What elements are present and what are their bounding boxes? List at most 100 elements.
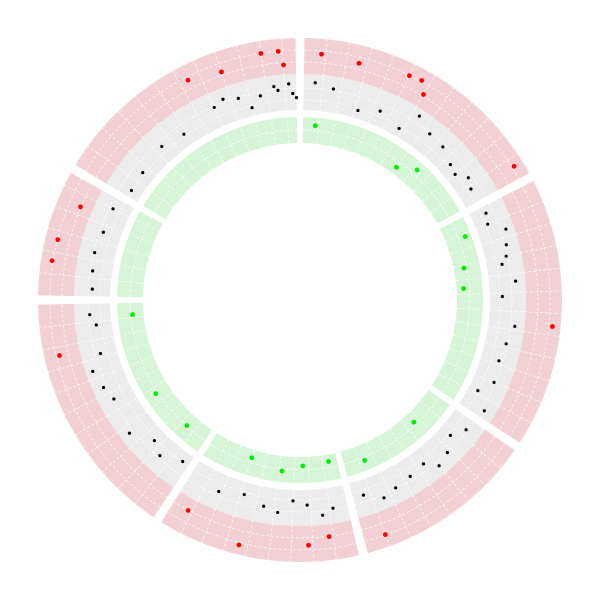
radial-gridline — [134, 96, 181, 153]
track-2-point-14 — [486, 222, 490, 226]
track-3-point-6 — [461, 286, 466, 291]
track-2-point-70 — [287, 82, 291, 86]
concentric-gridline — [467, 209, 501, 410]
radial-gridline — [240, 126, 250, 152]
radial-gridline — [438, 373, 462, 387]
radial-gridline — [410, 410, 430, 430]
track-3-point-5 — [461, 265, 467, 271]
concentric-gridline — [129, 302, 206, 442]
track-1-point-1 — [319, 51, 324, 57]
radial-gridline — [261, 453, 268, 480]
track-2-point-10 — [453, 172, 457, 176]
radial-gridline — [48, 352, 118, 373]
track-2-point-61 — [160, 144, 164, 149]
concentric-gridline — [129, 217, 152, 298]
track-2-point-37 — [321, 513, 325, 517]
track-3-point-9 — [326, 459, 331, 464]
track-2-point-46 — [152, 439, 157, 443]
sector-5-outer-band — [38, 303, 174, 518]
radial-gridline — [117, 316, 144, 320]
track-1-point-21 — [281, 62, 286, 68]
track-1-point-7 — [550, 324, 555, 329]
track-2-point-36 — [331, 506, 335, 510]
track-3-point-14 — [153, 391, 159, 397]
radial-gridline — [389, 428, 406, 451]
track-2-point-15 — [504, 227, 508, 231]
track-2-point-1 — [313, 81, 317, 85]
sector-1-inner-band — [302, 117, 461, 224]
radial-gridline — [455, 277, 482, 282]
track-2-point-69 — [276, 88, 280, 92]
radial-gridline — [321, 455, 326, 482]
track-2-point-21 — [513, 324, 517, 328]
radial-gridline — [400, 420, 418, 441]
radial-gridline — [223, 481, 245, 551]
concentric-gridline — [61, 184, 93, 296]
track-2-point-49 — [101, 385, 106, 390]
track-2-point-28 — [448, 433, 453, 438]
track-2-point-54 — [90, 287, 94, 291]
track-2-point-31 — [421, 462, 426, 466]
radial-gridline — [394, 464, 432, 528]
radial-gridline — [102, 127, 157, 176]
radial-gridline — [255, 122, 263, 148]
concentric-gridline — [128, 99, 297, 198]
radial-gridline — [412, 172, 432, 192]
track-2-point-6 — [417, 114, 421, 118]
radial-gridline — [123, 249, 150, 258]
radial-gridline — [151, 192, 174, 209]
radial-gridline — [444, 361, 469, 372]
track-2-point-22 — [504, 342, 508, 346]
radial-gridline — [485, 342, 556, 360]
track-2-point-71 — [291, 91, 295, 96]
concentric-gridline — [187, 479, 348, 513]
track-1-point-18 — [219, 69, 224, 75]
radial-gridline — [281, 38, 288, 111]
radial-gridline — [452, 334, 479, 342]
track-2-point-42 — [242, 492, 246, 497]
concentric-gridline — [302, 129, 449, 218]
track-2-point-58 — [111, 207, 115, 211]
track-1-point-11 — [236, 542, 242, 548]
radial-gridline — [64, 184, 130, 218]
concentric-gridline — [209, 443, 339, 471]
radial-gridline — [153, 82, 195, 143]
track-2-point-17 — [504, 254, 508, 258]
track-2-point-59 — [129, 188, 134, 193]
track-2-point-8 — [441, 145, 445, 149]
concentric-gridline — [87, 303, 182, 477]
track-2-point-45 — [158, 454, 162, 458]
track-2-point-18 — [500, 262, 504, 266]
radial-gridline — [184, 157, 202, 179]
concentric-gridline — [303, 87, 486, 198]
track-1-point-12 — [185, 508, 191, 513]
radial-gridline — [455, 321, 482, 326]
radial-gridline — [456, 307, 483, 310]
radial-gridline — [457, 153, 518, 195]
concentric-gridline — [354, 421, 474, 506]
track-2-point-32 — [408, 474, 412, 478]
radial-gridline — [236, 45, 255, 116]
concentric-gridline — [304, 61, 509, 185]
concentric-gridline — [49, 304, 161, 508]
sector-7-inner-band — [143, 117, 298, 220]
track-2-point-40 — [276, 510, 280, 515]
track-2-point-64 — [221, 97, 225, 101]
concentric-gridline — [477, 203, 513, 416]
track-2-point-20 — [500, 294, 504, 299]
radial-gridline — [335, 42, 351, 114]
concentric-gridline — [303, 99, 476, 204]
concentric-gridline — [87, 197, 115, 297]
radial-gridline — [449, 348, 475, 357]
track-1-point-19 — [258, 51, 264, 56]
track-3-point-8 — [362, 458, 368, 463]
sector-6-outer-band — [38, 172, 103, 297]
track-3-point-11 — [279, 468, 285, 474]
track-1-point-14 — [49, 258, 55, 264]
radial-gridline — [271, 119, 276, 145]
radial-gridline — [258, 41, 271, 113]
track-3-point-15 — [130, 312, 136, 318]
radial-gridline — [447, 134, 504, 181]
radial-gridline — [135, 368, 160, 381]
track-2-point-11 — [466, 176, 470, 180]
